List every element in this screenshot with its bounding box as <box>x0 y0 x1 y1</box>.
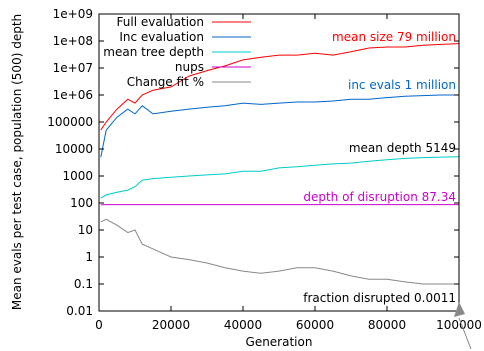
x-tick-label: 40000 <box>224 318 262 332</box>
y-tick-label: 1e+08 <box>53 34 93 48</box>
y-tick-label: 1000 <box>62 169 93 183</box>
pointer-arrow-head <box>454 302 465 317</box>
annotations: mean size 79 million inc evals 1 million m… <box>303 30 456 305</box>
legend-label: Inc evaluation <box>119 30 204 44</box>
y-tick-label: 100000 <box>47 115 93 129</box>
x-tick-label: 20000 <box>152 318 190 332</box>
series-line-mean-tree-depth <box>100 156 459 199</box>
series-line-inc-evaluation <box>100 94 459 158</box>
annotation: mean size 79 million <box>332 30 456 44</box>
axes-layer: 0 20000 40000 60000 80000 100000 0.01 0.1 1 10 100… <box>47 7 482 332</box>
y-tick-label: 100 <box>70 196 93 210</box>
annotation: inc evals 1 million <box>348 78 456 92</box>
legend-label: Full evaluation <box>117 15 204 29</box>
y-tick-label: 10 <box>78 223 93 237</box>
y-tick-label: 0.01 <box>66 304 93 318</box>
y-tick-label: 1e+07 <box>53 61 93 75</box>
x-tick-label: 100000 <box>436 318 482 332</box>
y-tick-label: 0.1 <box>74 277 93 291</box>
legend-label: Change fit % <box>127 75 204 89</box>
pointer-arrow-shaft <box>458 317 472 350</box>
annotation: fraction disrupted 0.0011 <box>303 291 456 305</box>
series-line-full-evaluation <box>100 43 459 131</box>
x-tick-label: 80000 <box>368 318 406 332</box>
x-tick-label: 60000 <box>296 318 334 332</box>
legend-label: mean tree depth <box>103 45 204 59</box>
y-tick-label: 1e+09 <box>53 7 93 21</box>
y-tick-label: 1e+06 <box>53 88 93 102</box>
series-layer <box>100 43 459 285</box>
annotation: depth of disruption 87.34 <box>303 190 456 204</box>
plot-frame <box>98 13 460 312</box>
x-tick-label: 0 <box>95 318 103 332</box>
series-line-change-fit <box>100 218 459 285</box>
legend-label: nups <box>175 60 204 74</box>
annotation: mean depth 5149 <box>349 141 456 155</box>
y-tick-label: 1 <box>85 250 93 264</box>
y-tick-label: 10000 <box>55 142 93 156</box>
y-axis-title: Mean evals per test case, population (50… <box>10 14 24 310</box>
x-axis-title: Generation <box>246 335 313 349</box>
